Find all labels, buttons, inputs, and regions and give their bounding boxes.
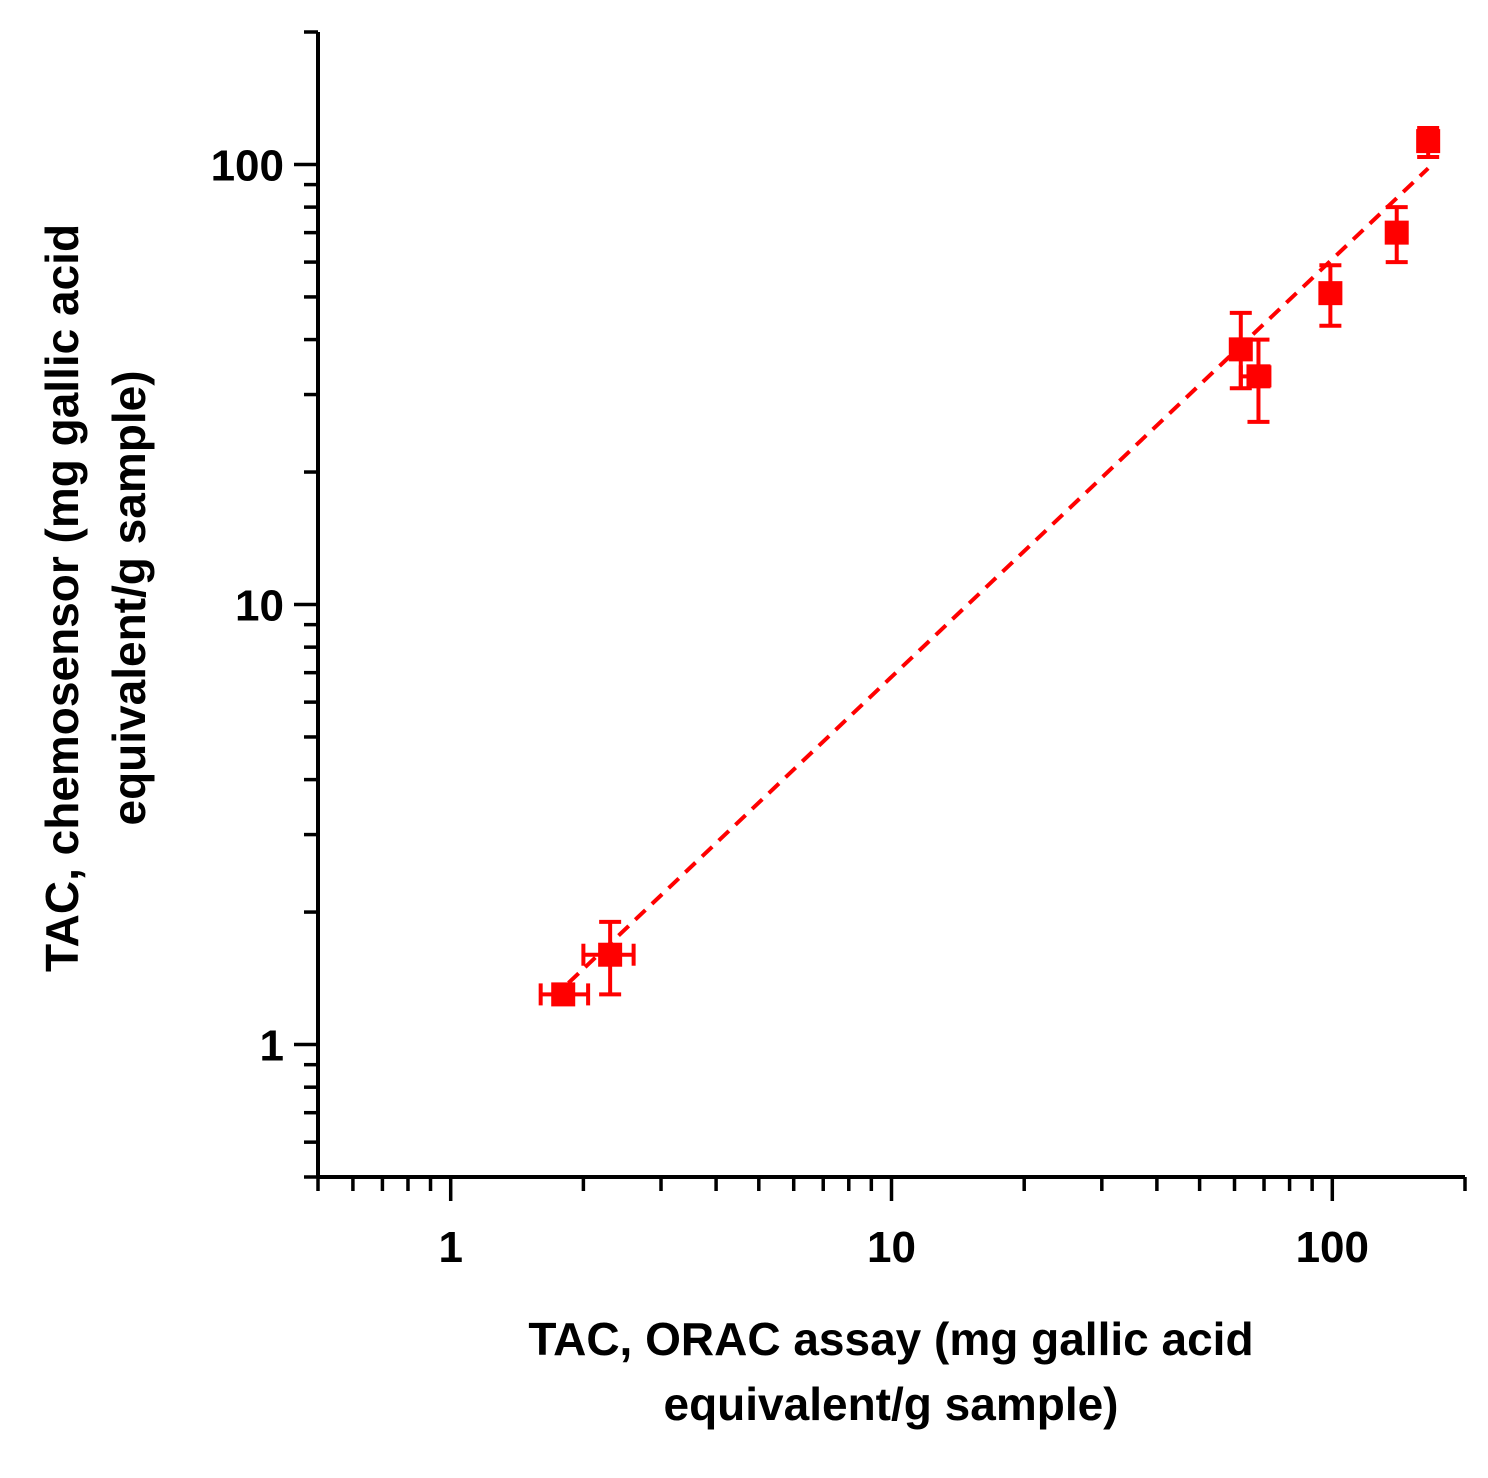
data-marker	[1416, 129, 1441, 154]
data-marker	[1318, 281, 1343, 306]
fit-line-layer	[567, 166, 1430, 985]
axes	[294, 30, 1467, 1201]
y-tick-label: 10	[235, 582, 284, 631]
y-tick-label: 1	[260, 1022, 284, 1071]
x-tick-label: 100	[1296, 1223, 1369, 1272]
data-point-7	[1416, 126, 1441, 159]
data-marker	[1384, 220, 1409, 245]
x-tick-label: 1	[438, 1223, 462, 1272]
x-axis-title-line-1: TAC, ORAC assay (mg gallic acid	[528, 1313, 1253, 1365]
data-marker	[598, 942, 623, 967]
data-points	[538, 126, 1441, 1007]
axis-labels: 1 10 100 1 10 100 TAC, ORAC assay (mg gallic a…	[36, 141, 1369, 1430]
data-point-6	[1384, 205, 1409, 265]
x-axis-title-line-2: equivalent/g sample)	[663, 1378, 1118, 1430]
y-axis-title-line-1: TAC, chemosensor (mg gallic acid	[36, 224, 88, 972]
data-point-2	[581, 919, 636, 997]
data-point-1	[538, 982, 591, 1007]
y-axis-title-line-2: equivalent/g sample)	[103, 370, 155, 825]
data-point-4	[1238, 337, 1272, 424]
y-tick-label: 100	[211, 141, 284, 190]
data-marker	[551, 982, 576, 1007]
data-marker	[1246, 364, 1271, 389]
x-tick-label: 10	[867, 1223, 916, 1272]
data-point-5	[1318, 263, 1343, 328]
fit-line	[567, 166, 1430, 985]
